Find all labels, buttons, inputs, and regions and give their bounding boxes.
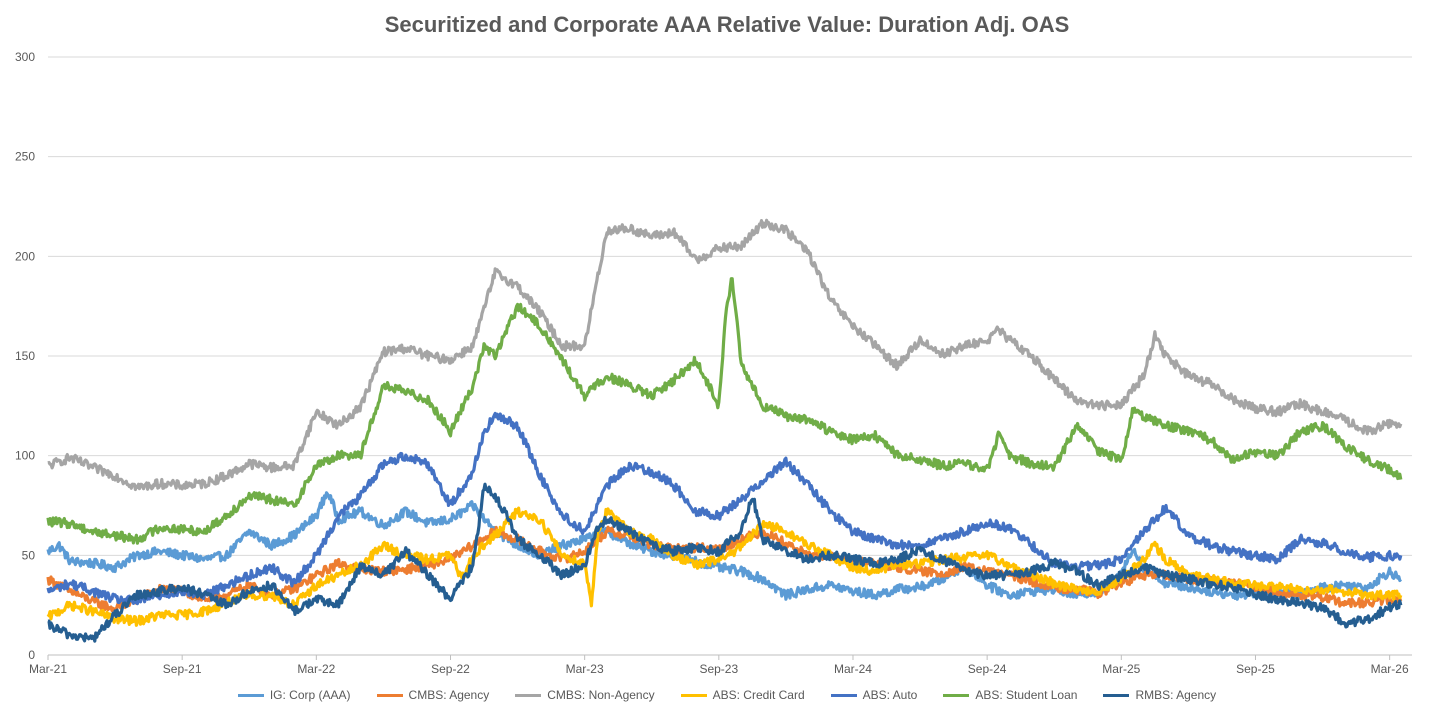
x-tick-label: Mar-21: [29, 662, 67, 676]
x-tick-label: Sep-24: [968, 662, 1007, 676]
chart-title: Securitized and Corporate AAA Relative V…: [384, 12, 1070, 37]
series-line-rmbs-agency: [47, 482, 1403, 643]
x-tick-label: Sep-25: [1236, 662, 1275, 676]
x-axis-ticks: Mar-21 Sep-21 Mar-22 Sep-22 Mar-23 Sep-23 Mar-…: [29, 655, 1409, 676]
legend-item: IG: Corp (AAA): [237, 688, 351, 702]
legend-label: CMBS: Agency: [408, 688, 490, 702]
legend: IG: Corp (AAA) CMBS: Agency CMBS: Non-Agen…: [0, 688, 1454, 702]
legend-label: ABS: Credit Card: [712, 688, 805, 702]
x-tick-label: Sep-21: [163, 662, 202, 676]
legend-label: ABS: Auto: [862, 688, 918, 702]
legend-item: CMBS: Agency: [376, 688, 490, 702]
series-line-abs-auto: [46, 411, 1403, 606]
legend-swatch: [943, 693, 970, 697]
legend-item: RMBS: Agency: [1103, 688, 1216, 702]
y-tick-label: 0: [28, 648, 35, 662]
x-tick-label: Mar-26: [1371, 662, 1409, 676]
x-tick-label: Sep-23: [699, 662, 738, 676]
legend-swatch: [1103, 693, 1130, 697]
series-line-cmbs-non-agency: [47, 218, 1403, 492]
legend-swatch: [376, 693, 403, 697]
series-line-ig-corp-aaa: [46, 491, 1403, 601]
legend-swatch: [680, 693, 707, 697]
y-tick-label: 200: [15, 249, 35, 263]
legend-swatch: [237, 693, 264, 697]
series-line-abs-student-loan: [46, 277, 1403, 545]
legend-item: CMBS: Non-Agency: [515, 688, 655, 702]
gridlines: [48, 56, 1412, 656]
legend-item: ABS: Auto: [830, 688, 918, 702]
x-tick-label: Mar-25: [1102, 662, 1140, 676]
y-tick-label: 250: [15, 150, 35, 164]
y-tick-label: 100: [15, 449, 35, 463]
series-line-abs-credit-card: [46, 506, 1403, 627]
x-tick-label: Mar-23: [566, 662, 604, 676]
x-tick-label: Mar-24: [834, 662, 872, 676]
y-axis-ticks: 0 50 100 150 200 250 300: [15, 50, 35, 662]
legend-swatch: [830, 693, 857, 697]
y-tick-label: 150: [15, 349, 35, 363]
legend-label: IG: Corp (AAA): [269, 688, 351, 702]
legend-item: ABS: Credit Card: [680, 688, 805, 702]
legend-label: CMBS: Non-Agency: [547, 688, 655, 702]
x-tick-label: Mar-22: [297, 662, 335, 676]
x-tick-label: Sep-22: [431, 662, 470, 676]
series-lines: [46, 218, 1403, 643]
y-tick-label: 300: [15, 50, 35, 64]
legend-swatch: [515, 693, 542, 697]
y-tick-label: 50: [22, 548, 36, 562]
legend-label: RMBS: Agency: [1135, 688, 1217, 702]
legend-label: ABS: Student Loan: [975, 688, 1078, 702]
legend-item: ABS: Student Loan: [943, 688, 1077, 702]
